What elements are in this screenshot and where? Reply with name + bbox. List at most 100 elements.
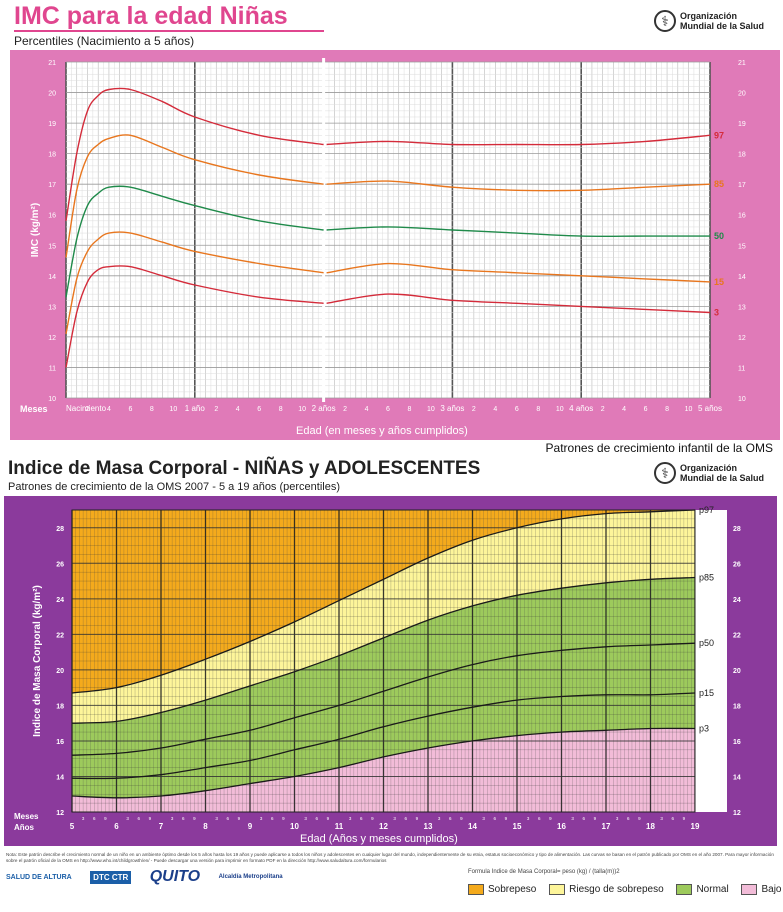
month-tick-label: 6 (627, 816, 630, 821)
x-tick-label: 13 (424, 822, 433, 831)
bottom-chart-labels: p97 p85 p50 p15 p3 12 12 14 14 16 16 18 18 20 20 22 22 24… (32, 505, 741, 831)
percentile-label-strip (695, 510, 727, 812)
x-tick-label: Nacimiento (66, 404, 107, 413)
month-tick-label: 3 (527, 816, 530, 821)
percentile-line-3 (326, 293, 711, 314)
month-tick-label: 9 (416, 816, 419, 821)
y-tick-label: 24 (733, 597, 741, 604)
percentile-line-p15 (71, 692, 696, 780)
who-name-line2: Mundial de la Salud (680, 473, 765, 483)
month-tick-label: 6 (226, 816, 229, 821)
title-underline (14, 30, 324, 32)
x-tick-label: 8 (279, 406, 283, 413)
who-emblem-icon: ⚕ (654, 10, 676, 32)
who-emblem-icon: ⚕ (654, 462, 676, 484)
percentile-label-3: 3 (714, 307, 719, 317)
x-tick-label: 2 (472, 406, 476, 413)
y-tick-label: 11 (738, 365, 745, 372)
x-tick-label: 10 (298, 406, 306, 413)
y-tick-label: 21 (48, 60, 56, 67)
x-tick-label: 18 (646, 822, 655, 831)
y-tick-label: 10 (48, 396, 56, 403)
month-tick-label: 9 (460, 816, 463, 821)
x-tick-label: 2 años (312, 404, 336, 413)
percentile-label-p15: p15 (699, 688, 714, 698)
who-name-line2: Mundial de la Salud (680, 21, 765, 31)
sponsor-logos: SALUD DE ALTURA DTC CTR QUITO Alcaldía M… (6, 868, 297, 898)
y-tick-label: 28 (733, 526, 741, 533)
y-tick-label: 24 (56, 597, 64, 604)
y-tick-label: 14 (48, 274, 56, 281)
percentile-line-50 (326, 226, 710, 238)
legend-swatch (549, 884, 566, 895)
month-tick-label: 6 (538, 816, 541, 821)
month-tick-label: 6 (582, 816, 585, 821)
percentile-line-p3 (71, 727, 696, 799)
x-tick-label: 6 (114, 822, 119, 831)
y-tick-label: 26 (733, 561, 741, 568)
percentile-label-15: 15 (714, 277, 724, 287)
y-tick-label: 13 (48, 304, 56, 311)
percentile-label-p85: p85 (699, 573, 714, 583)
x-tick-label: 10 (685, 406, 693, 413)
y-tick-label: 10 (738, 396, 746, 403)
y-tick-label: 20 (733, 668, 741, 675)
top-chart-svg: 10 10 11 11 12 12 13 13 14 14 15 15 16 16 17 17 18 18 19 19… (30, 58, 746, 413)
y-tick-label: 12 (733, 810, 741, 817)
percentile-label-p3: p3 (699, 724, 709, 734)
x-tick-label: 17 (602, 822, 611, 831)
plot-border (71, 509, 696, 813)
y-tick-label: 18 (56, 703, 64, 710)
y-tick-label: 20 (48, 91, 56, 98)
top-chart-lines (65, 87, 711, 368)
percentile-label-p97: p97 (699, 505, 714, 515)
month-tick-label: 6 (182, 816, 185, 821)
x-tick-label: 6 (257, 406, 261, 413)
who-name-line1: Organización (680, 11, 738, 21)
x-tick-label: 15 (513, 822, 522, 831)
month-tick-label: 9 (238, 816, 241, 821)
bottom-chart-title: Indice de Masa Corporal - NIÑAS y ADOLES… (8, 458, 481, 479)
month-tick-label: 3 (349, 816, 352, 821)
x-tick-label: 3 años (440, 404, 464, 413)
top-chart-subtitle: Percentiles (Nacimiento a 5 años) (14, 34, 195, 48)
month-tick-label: 6 (493, 816, 496, 821)
y-tick-label: 22 (733, 632, 741, 639)
legend-item-normal: Normal (676, 884, 729, 895)
who-name-line1: Organización (680, 463, 738, 473)
y-tick-label: 12 (738, 335, 746, 342)
month-tick-label: 9 (149, 816, 152, 821)
percentile-line-15 (326, 262, 711, 283)
who-logo-top: ⚕ Organización Mundial de la Salud (654, 10, 764, 32)
month-tick-label: 3 (82, 816, 85, 821)
month-tick-label: 6 (271, 816, 274, 821)
y-tick-label: 14 (738, 274, 746, 281)
y-tick-label: 19 (48, 121, 56, 128)
percentile-label-97: 97 (714, 130, 724, 140)
percentile-line-97 (65, 87, 324, 221)
legend-item-sobrepeso: Sobrepeso (468, 884, 536, 895)
y-tick-label: 16 (48, 213, 56, 220)
y-tick-label: 20 (56, 668, 64, 675)
month-tick-label: 9 (282, 816, 285, 821)
x-tick-label: 2 (86, 406, 90, 413)
alcaldia-logo: Alcaldía Metropolitana (218, 874, 283, 880)
x-tick-label: 4 (236, 406, 240, 413)
bottom-anos-label: Años (14, 823, 34, 832)
x-tick-label: 1 año (185, 404, 206, 413)
top-chart-grid (65, 58, 711, 402)
x-tick-label: 4 (107, 406, 111, 413)
bottom-x-axis-label: Edad (Años y meses cumplidos) (300, 833, 458, 845)
x-tick-label: 5 años (698, 404, 722, 413)
percentile-line-p85 (71, 576, 696, 724)
percentile-line-85 (65, 134, 324, 258)
legend-swatch (468, 884, 484, 895)
top-chart-title: IMC para la edad Niñas (14, 2, 288, 30)
x-tick-label: 4 (622, 406, 626, 413)
y-tick-label: 18 (738, 152, 746, 159)
y-tick-label: 12 (56, 810, 64, 817)
x-tick-label: 10 (427, 406, 435, 413)
x-tick-label: 2 (214, 406, 218, 413)
percentile-line-p50 (71, 642, 696, 756)
y-tick-label: 15 (48, 243, 56, 250)
